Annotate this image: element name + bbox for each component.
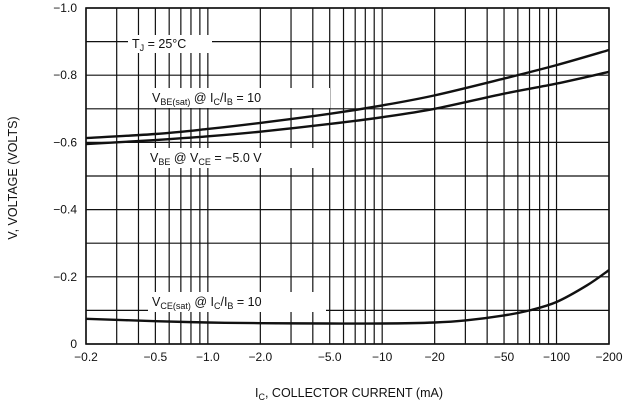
series-layer xyxy=(85,48,610,325)
x-tick-label: −100 xyxy=(543,350,570,364)
plot-frame xyxy=(85,7,610,345)
annotation-vbe-sat: VBE(sat) @ IC/IB = 10 xyxy=(148,88,330,108)
y-tick-label: 0 xyxy=(70,337,77,351)
grid xyxy=(85,7,610,345)
x-tick-label: −2.0 xyxy=(248,350,272,364)
x-tick-label: −0.2 xyxy=(74,350,98,364)
y-tick-label: −0.4 xyxy=(53,203,77,217)
svg-text:TJ = 25°C: TJ = 25°C xyxy=(132,37,186,53)
annotation-vce-sat: VCE(sat) @ IC/IB = 10 xyxy=(148,292,326,312)
y-tick-label: −0.2 xyxy=(53,270,77,284)
x-tick-label: −50 xyxy=(494,350,515,364)
series-line-1 xyxy=(85,48,610,140)
x-tick-label: −1.0 xyxy=(196,350,220,364)
y-tick-label: −0.8 xyxy=(53,68,77,82)
svg-text:VBE @ VCE = −5.0 V: VBE @ VCE = −5.0 V xyxy=(150,151,262,167)
x-tick-label: −5.0 xyxy=(318,350,342,364)
y-tick-label: −0.6 xyxy=(53,135,77,149)
annotation-vbe: VBE @ VCE = −5.0 V xyxy=(146,148,318,168)
x-tick-label: −10 xyxy=(372,350,393,364)
x-tick-label: −200 xyxy=(595,350,622,364)
x-axis-label: IC, COLLECTOR CURRENT (mA) xyxy=(255,386,443,402)
svg-text:VBE(sat) @ IC/IB = 10: VBE(sat) @ IC/IB = 10 xyxy=(152,91,261,107)
x-tick-label: −0.5 xyxy=(144,350,168,364)
series-line-3 xyxy=(85,269,610,325)
y-axis-label: V, VOLTAGE (VOLTS) xyxy=(6,116,20,239)
svg-text:VCE(sat) @ IC/IB = 10: VCE(sat) @ IC/IB = 10 xyxy=(152,295,262,311)
y-tick-label: −1.0 xyxy=(53,1,77,15)
x-tick-label: −20 xyxy=(424,350,445,364)
y-axis-ticks: 0 −0.2 −0.4 −0.6 −0.8 −1.0 xyxy=(53,1,77,351)
series-line-2 xyxy=(85,70,610,146)
x-axis-ticks: −0.2 −0.5 −1.0 −2.0 −5.0 −10 −20 −50 −100 −200 xyxy=(74,350,623,364)
annotation-tj: TJ = 25°C xyxy=(128,35,212,53)
